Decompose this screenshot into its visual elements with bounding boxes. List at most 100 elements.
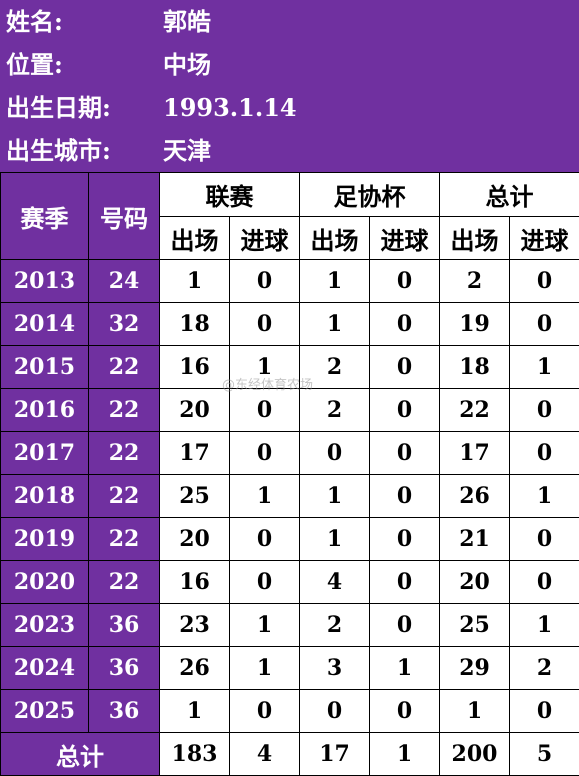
total-apps-cell: 29 xyxy=(440,647,510,690)
shirt-number-cell: 22 xyxy=(89,561,160,604)
total-goals-cell: 0 xyxy=(510,690,579,733)
league-apps-cell: 16 xyxy=(160,346,230,389)
league-goals-cell: 0 xyxy=(230,518,300,561)
shirt-number-cell: 22 xyxy=(89,389,160,432)
total-apps-cell: 1 xyxy=(440,690,510,733)
league-apps-cell: 23 xyxy=(160,604,230,647)
cup-apps-cell: 2 xyxy=(300,604,370,647)
league-apps-header: 出场 xyxy=(160,217,230,260)
shirt-number-cell: 22 xyxy=(89,475,160,518)
league-goals-cell: 0 xyxy=(230,260,300,303)
league-apps-cell: 16 xyxy=(160,561,230,604)
total-apps-cell: 21 xyxy=(440,518,510,561)
shirt-number-cell: 22 xyxy=(89,346,160,389)
total-league-goals: 4 xyxy=(230,733,300,776)
profile-birthdate-row: 出生日期: 1993.1.14 xyxy=(0,86,579,129)
cup-apps-cell: 1 xyxy=(300,518,370,561)
total-league-apps: 183 xyxy=(160,733,230,776)
number-header: 号码 xyxy=(89,173,160,260)
league-goals-cell: 1 xyxy=(230,475,300,518)
cup-apps-cell: 2 xyxy=(300,389,370,432)
league-goals-cell: 0 xyxy=(230,432,300,475)
cup-apps-cell: 0 xyxy=(300,432,370,475)
total-goals-cell: 1 xyxy=(510,475,579,518)
shirt-number-cell: 22 xyxy=(89,432,160,475)
shirt-number-cell: 32 xyxy=(89,303,160,346)
total-goals-cell: 0 xyxy=(510,518,579,561)
total-apps-cell: 17 xyxy=(440,432,510,475)
cup-goals-cell: 0 xyxy=(370,346,440,389)
season-cell: 2018 xyxy=(1,475,89,518)
cup-apps-cell: 1 xyxy=(300,303,370,346)
league-goals-header: 进球 xyxy=(230,217,300,260)
season-cell: 2016 xyxy=(1,389,89,432)
total-apps-cell: 26 xyxy=(440,475,510,518)
cup-goals-cell: 0 xyxy=(370,561,440,604)
profile-birthcity-row: 出生城市: 天津 xyxy=(0,129,579,172)
group-header-row: 赛季 号码 联赛 足协杯 总计 xyxy=(1,173,579,217)
cup-goals-cell: 0 xyxy=(370,432,440,475)
name-label: 姓名: xyxy=(6,0,63,43)
totals-label: 总计 xyxy=(1,733,160,776)
league-goals-cell: 0 xyxy=(230,561,300,604)
season-cell: 2014 xyxy=(1,303,89,346)
league-apps-cell: 1 xyxy=(160,690,230,733)
cup-apps-cell: 1 xyxy=(300,260,370,303)
league-apps-cell: 25 xyxy=(160,475,230,518)
season-cell: 2013 xyxy=(1,260,89,303)
name-value: 郭皓 xyxy=(163,0,211,43)
totals-row: 总计 183 4 17 1 200 5 xyxy=(1,733,579,776)
shirt-number-cell: 36 xyxy=(89,647,160,690)
cup-apps-cell: 4 xyxy=(300,561,370,604)
league-apps-cell: 20 xyxy=(160,518,230,561)
profile-position-row: 位置: 中场 xyxy=(0,43,579,86)
total-apps-cell: 18 xyxy=(440,346,510,389)
position-label: 位置: xyxy=(6,43,63,86)
total-apps-cell: 2 xyxy=(440,260,510,303)
league-goals-cell: 1 xyxy=(230,647,300,690)
league-goals-cell: 0 xyxy=(230,389,300,432)
cup-goals-cell: 0 xyxy=(370,260,440,303)
total-apps-cell: 19 xyxy=(440,303,510,346)
total-goals-cell: 0 xyxy=(510,260,579,303)
season-cell: 2024 xyxy=(1,647,89,690)
total-goals-cell: 0 xyxy=(510,561,579,604)
fa-cup-group-header: 足协杯 xyxy=(300,173,440,217)
total-apps-cell: 22 xyxy=(440,389,510,432)
cup-goals-header: 进球 xyxy=(370,217,440,260)
cup-goals-cell: 0 xyxy=(370,518,440,561)
cup-goals-cell: 0 xyxy=(370,389,440,432)
shirt-number-cell: 22 xyxy=(89,518,160,561)
profile-name-row: 姓名: 郭皓 xyxy=(0,0,579,43)
cup-apps-cell: 2 xyxy=(300,346,370,389)
cup-goals-cell: 0 xyxy=(370,303,440,346)
league-group-header: 联赛 xyxy=(160,173,300,217)
season-cell: 2017 xyxy=(1,432,89,475)
league-apps-cell: 17 xyxy=(160,432,230,475)
total-apps-cell: 20 xyxy=(440,561,510,604)
cup-apps-cell: 3 xyxy=(300,647,370,690)
total-goals-header: 进球 xyxy=(510,217,579,260)
total-goals-cell: 0 xyxy=(510,432,579,475)
total-all-goals: 5 xyxy=(510,733,579,776)
cup-goals-cell: 1 xyxy=(370,647,440,690)
player-profile: 姓名: 郭皓 位置: 中场 出生日期: 1993.1.14 出生城市: 天津 xyxy=(0,0,579,172)
shirt-number-cell: 36 xyxy=(89,690,160,733)
cup-goals-cell: 0 xyxy=(370,690,440,733)
season-cell: 2019 xyxy=(1,518,89,561)
birthdate-value: 1993.1.14 xyxy=(163,86,297,129)
total-goals-cell: 1 xyxy=(510,346,579,389)
cup-goals-cell: 0 xyxy=(370,475,440,518)
league-goals-cell: 0 xyxy=(230,303,300,346)
league-apps-cell: 26 xyxy=(160,647,230,690)
